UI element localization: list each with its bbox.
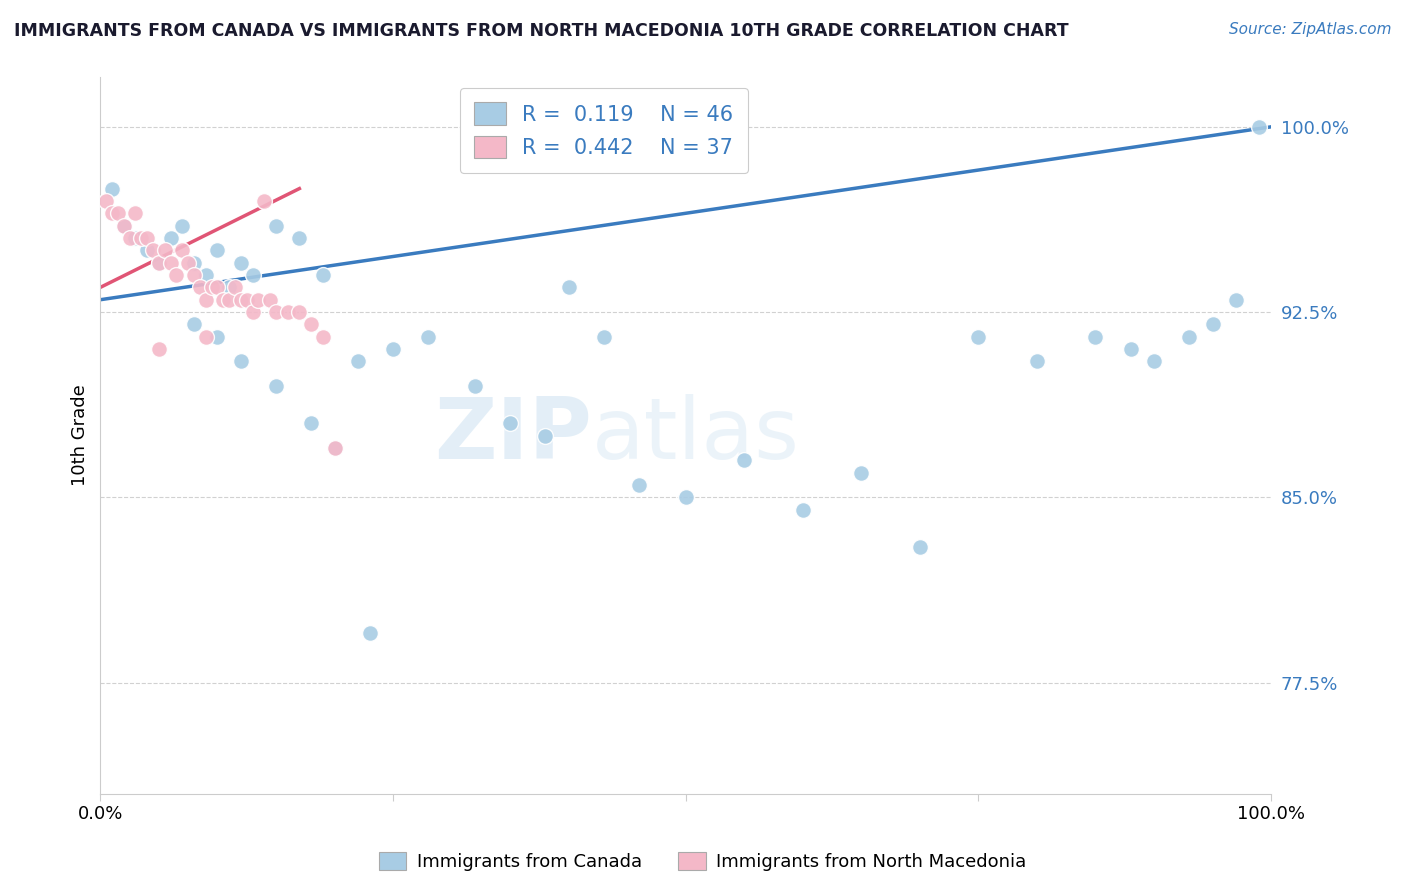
Point bbox=[218, 280, 240, 294]
Point bbox=[534, 428, 557, 442]
Point bbox=[627, 478, 650, 492]
Point bbox=[194, 293, 217, 307]
Point bbox=[207, 244, 229, 258]
Legend: Immigrants from Canada, Immigrants from North Macedonia: Immigrants from Canada, Immigrants from … bbox=[373, 845, 1033, 879]
Point bbox=[264, 305, 287, 319]
Point bbox=[148, 255, 170, 269]
Point bbox=[101, 206, 124, 220]
Point bbox=[733, 453, 755, 467]
Point bbox=[1178, 330, 1201, 344]
Point bbox=[183, 318, 205, 332]
Point bbox=[172, 219, 194, 233]
Point bbox=[177, 255, 200, 269]
Text: IMMIGRANTS FROM CANADA VS IMMIGRANTS FROM NORTH MACEDONIA 10TH GRADE CORRELATION: IMMIGRANTS FROM CANADA VS IMMIGRANTS FRO… bbox=[14, 22, 1069, 40]
Point bbox=[253, 194, 276, 208]
Legend: R =  0.119    N = 46, R =  0.442    N = 37: R = 0.119 N = 46, R = 0.442 N = 37 bbox=[460, 87, 748, 173]
Point bbox=[148, 342, 170, 356]
Point bbox=[200, 280, 222, 294]
Text: ZIP: ZIP bbox=[434, 394, 592, 477]
Point bbox=[188, 280, 211, 294]
Point bbox=[1201, 318, 1223, 332]
Point bbox=[183, 268, 205, 282]
Point bbox=[194, 268, 217, 282]
Point bbox=[172, 244, 194, 258]
Point bbox=[165, 268, 187, 282]
Point bbox=[557, 280, 579, 294]
Point bbox=[229, 293, 252, 307]
Point bbox=[1026, 354, 1049, 368]
Point bbox=[288, 305, 311, 319]
Point bbox=[136, 231, 159, 245]
Point bbox=[207, 330, 229, 344]
Point bbox=[323, 441, 346, 455]
Point bbox=[1143, 354, 1166, 368]
Point bbox=[247, 293, 270, 307]
Point bbox=[235, 293, 257, 307]
Text: atlas: atlas bbox=[592, 394, 800, 477]
Point bbox=[107, 206, 129, 220]
Point bbox=[312, 268, 335, 282]
Point bbox=[792, 502, 814, 516]
Point bbox=[1225, 293, 1247, 307]
Point bbox=[159, 255, 181, 269]
Point bbox=[124, 231, 146, 245]
Point bbox=[142, 244, 165, 258]
Point bbox=[101, 181, 124, 195]
Point bbox=[148, 255, 170, 269]
Point bbox=[323, 441, 346, 455]
Point bbox=[153, 244, 176, 258]
Point bbox=[242, 305, 264, 319]
Point bbox=[124, 206, 146, 220]
Point bbox=[207, 280, 229, 294]
Point bbox=[131, 231, 153, 245]
Point bbox=[675, 491, 697, 505]
Point bbox=[277, 305, 299, 319]
Point bbox=[212, 293, 235, 307]
Point bbox=[229, 354, 252, 368]
Y-axis label: 10th Grade: 10th Grade bbox=[72, 384, 89, 486]
Point bbox=[218, 293, 240, 307]
Point bbox=[1119, 342, 1142, 356]
Point bbox=[136, 244, 159, 258]
Point bbox=[242, 268, 264, 282]
Point bbox=[264, 219, 287, 233]
Point bbox=[112, 219, 135, 233]
Point bbox=[194, 330, 217, 344]
Text: Source: ZipAtlas.com: Source: ZipAtlas.com bbox=[1229, 22, 1392, 37]
Point bbox=[851, 466, 873, 480]
Point bbox=[1249, 120, 1271, 134]
Point bbox=[159, 231, 181, 245]
Point bbox=[347, 354, 370, 368]
Point bbox=[312, 330, 335, 344]
Point bbox=[299, 318, 322, 332]
Point bbox=[183, 255, 205, 269]
Point bbox=[1084, 330, 1107, 344]
Point bbox=[224, 280, 246, 294]
Point bbox=[418, 330, 440, 344]
Point bbox=[112, 219, 135, 233]
Point bbox=[118, 231, 141, 245]
Point bbox=[967, 330, 990, 344]
Point bbox=[382, 342, 405, 356]
Point bbox=[464, 379, 486, 393]
Point bbox=[229, 255, 252, 269]
Point bbox=[288, 231, 311, 245]
Point bbox=[499, 416, 522, 430]
Point bbox=[592, 330, 614, 344]
Point bbox=[96, 194, 118, 208]
Point bbox=[299, 416, 322, 430]
Point bbox=[264, 379, 287, 393]
Point bbox=[359, 626, 381, 640]
Point bbox=[259, 293, 281, 307]
Point bbox=[908, 540, 931, 554]
